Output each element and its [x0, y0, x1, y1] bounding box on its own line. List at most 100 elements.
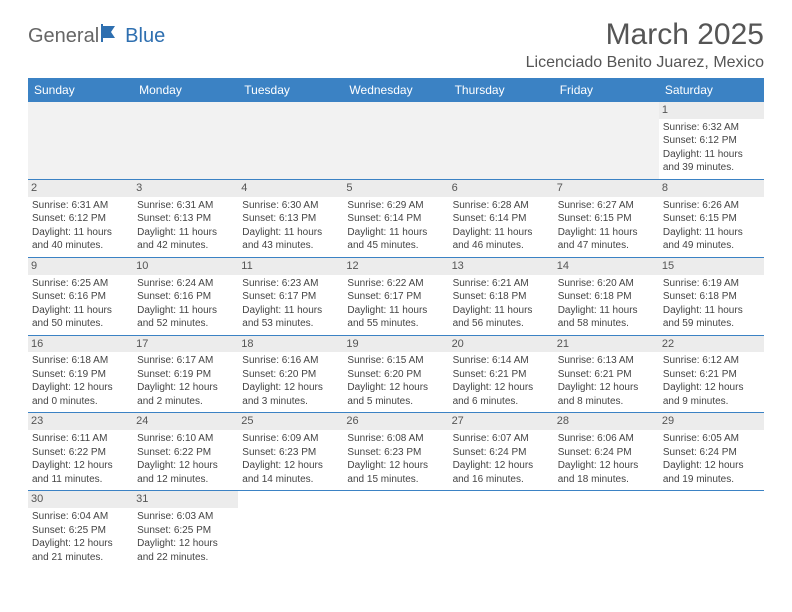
calendar-day-cell: 11Sunrise: 6:23 AMSunset: 6:17 PMDayligh… [238, 257, 343, 335]
daylight-line: Daylight: 11 hours and 52 minutes. [137, 304, 234, 331]
sunrise-line: Sunrise: 6:13 AM [558, 354, 655, 368]
calendar-day-cell: 4Sunrise: 6:30 AMSunset: 6:13 PMDaylight… [238, 179, 343, 257]
daylight-line: Daylight: 12 hours and 19 minutes. [663, 459, 760, 486]
sunrise-line: Sunrise: 6:27 AM [558, 199, 655, 213]
calendar-table: SundayMondayTuesdayWednesdayThursdayFrid… [28, 78, 764, 568]
flag-icon [101, 24, 123, 48]
day-number: 3 [133, 180, 238, 197]
calendar-day-cell: 18Sunrise: 6:16 AMSunset: 6:20 PMDayligh… [238, 335, 343, 413]
daylight-line: Daylight: 12 hours and 12 minutes. [137, 459, 234, 486]
daylight-line: Daylight: 12 hours and 16 minutes. [453, 459, 550, 486]
calendar-day-cell: 3Sunrise: 6:31 AMSunset: 6:13 PMDaylight… [133, 179, 238, 257]
sunrise-line: Sunrise: 6:10 AM [137, 432, 234, 446]
sunset-line: Sunset: 6:24 PM [663, 446, 760, 460]
calendar-day-cell: 10Sunrise: 6:24 AMSunset: 6:16 PMDayligh… [133, 257, 238, 335]
daylight-line: Daylight: 12 hours and 15 minutes. [347, 459, 444, 486]
sunset-line: Sunset: 6:21 PM [453, 368, 550, 382]
weekday-header: Saturday [659, 78, 764, 102]
calendar-day-cell: 5Sunrise: 6:29 AMSunset: 6:14 PMDaylight… [343, 179, 448, 257]
calendar-day-cell: 6Sunrise: 6:28 AMSunset: 6:14 PMDaylight… [449, 179, 554, 257]
day-number: 4 [238, 180, 343, 197]
day-number: 31 [133, 491, 238, 508]
daylight-line: Daylight: 11 hours and 46 minutes. [453, 226, 550, 253]
sunset-line: Sunset: 6:18 PM [558, 290, 655, 304]
sunrise-line: Sunrise: 6:32 AM [663, 121, 760, 135]
calendar-day-cell: 9Sunrise: 6:25 AMSunset: 6:16 PMDaylight… [28, 257, 133, 335]
day-number: 15 [659, 258, 764, 275]
day-number: 19 [343, 336, 448, 353]
calendar-day-cell: 14Sunrise: 6:20 AMSunset: 6:18 PMDayligh… [554, 257, 659, 335]
weekday-header: Sunday [28, 78, 133, 102]
sunrise-line: Sunrise: 6:25 AM [32, 277, 129, 291]
calendar-empty-cell [449, 491, 554, 568]
daylight-line: Daylight: 11 hours and 42 minutes. [137, 226, 234, 253]
daylight-line: Daylight: 11 hours and 55 minutes. [347, 304, 444, 331]
calendar-day-cell: 17Sunrise: 6:17 AMSunset: 6:19 PMDayligh… [133, 335, 238, 413]
day-number: 10 [133, 258, 238, 275]
day-number: 1 [659, 102, 764, 119]
sunset-line: Sunset: 6:21 PM [663, 368, 760, 382]
sunrise-line: Sunrise: 6:11 AM [32, 432, 129, 446]
sunset-line: Sunset: 6:14 PM [347, 212, 444, 226]
sunrise-line: Sunrise: 6:17 AM [137, 354, 234, 368]
calendar-empty-cell [343, 491, 448, 568]
sunrise-line: Sunrise: 6:04 AM [32, 510, 129, 524]
calendar-week-row: 1Sunrise: 6:32 AMSunset: 6:12 PMDaylight… [28, 102, 764, 179]
day-number: 24 [133, 413, 238, 430]
sunset-line: Sunset: 6:12 PM [32, 212, 129, 226]
day-number: 2 [28, 180, 133, 197]
sunrise-line: Sunrise: 6:03 AM [137, 510, 234, 524]
daylight-line: Daylight: 12 hours and 8 minutes. [558, 381, 655, 408]
sunrise-line: Sunrise: 6:26 AM [663, 199, 760, 213]
calendar-empty-cell [659, 491, 764, 568]
calendar-day-cell: 1Sunrise: 6:32 AMSunset: 6:12 PMDaylight… [659, 102, 764, 179]
sunset-line: Sunset: 6:16 PM [32, 290, 129, 304]
calendar-week-row: 9Sunrise: 6:25 AMSunset: 6:16 PMDaylight… [28, 257, 764, 335]
sunset-line: Sunset: 6:19 PM [32, 368, 129, 382]
daylight-line: Daylight: 11 hours and 53 minutes. [242, 304, 339, 331]
day-number: 7 [554, 180, 659, 197]
sunrise-line: Sunrise: 6:08 AM [347, 432, 444, 446]
logo: General Blue [28, 24, 165, 48]
day-number: 5 [343, 180, 448, 197]
sunrise-line: Sunrise: 6:14 AM [453, 354, 550, 368]
calendar-day-cell: 21Sunrise: 6:13 AMSunset: 6:21 PMDayligh… [554, 335, 659, 413]
calendar-week-row: 2Sunrise: 6:31 AMSunset: 6:12 PMDaylight… [28, 179, 764, 257]
sunrise-line: Sunrise: 6:21 AM [453, 277, 550, 291]
sunset-line: Sunset: 6:18 PM [453, 290, 550, 304]
daylight-line: Daylight: 12 hours and 11 minutes. [32, 459, 129, 486]
sunrise-line: Sunrise: 6:24 AM [137, 277, 234, 291]
sunrise-line: Sunrise: 6:29 AM [347, 199, 444, 213]
sunrise-line: Sunrise: 6:28 AM [453, 199, 550, 213]
sunrise-line: Sunrise: 6:05 AM [663, 432, 760, 446]
sunset-line: Sunset: 6:15 PM [663, 212, 760, 226]
sunrise-line: Sunrise: 6:09 AM [242, 432, 339, 446]
weekday-header: Friday [554, 78, 659, 102]
calendar-day-cell: 7Sunrise: 6:27 AMSunset: 6:15 PMDaylight… [554, 179, 659, 257]
header: General Blue March 2025 Licenciado Benit… [28, 18, 764, 72]
daylight-line: Daylight: 12 hours and 21 minutes. [32, 537, 129, 564]
calendar-empty-cell [343, 102, 448, 179]
sunset-line: Sunset: 6:17 PM [242, 290, 339, 304]
daylight-line: Daylight: 11 hours and 59 minutes. [663, 304, 760, 331]
daylight-line: Daylight: 12 hours and 9 minutes. [663, 381, 760, 408]
sunset-line: Sunset: 6:22 PM [32, 446, 129, 460]
calendar-empty-cell [554, 491, 659, 568]
day-number: 18 [238, 336, 343, 353]
daylight-line: Daylight: 11 hours and 58 minutes. [558, 304, 655, 331]
daylight-line: Daylight: 11 hours and 47 minutes. [558, 226, 655, 253]
day-number: 14 [554, 258, 659, 275]
calendar-day-cell: 30Sunrise: 6:04 AMSunset: 6:25 PMDayligh… [28, 491, 133, 568]
sunset-line: Sunset: 6:20 PM [242, 368, 339, 382]
calendar-day-cell: 29Sunrise: 6:05 AMSunset: 6:24 PMDayligh… [659, 413, 764, 491]
calendar-day-cell: 2Sunrise: 6:31 AMSunset: 6:12 PMDaylight… [28, 179, 133, 257]
sunset-line: Sunset: 6:21 PM [558, 368, 655, 382]
sunrise-line: Sunrise: 6:22 AM [347, 277, 444, 291]
page-title: March 2025 [526, 18, 764, 52]
calendar-day-cell: 31Sunrise: 6:03 AMSunset: 6:25 PMDayligh… [133, 491, 238, 568]
sunrise-line: Sunrise: 6:31 AM [137, 199, 234, 213]
day-number: 23 [28, 413, 133, 430]
sunrise-line: Sunrise: 6:19 AM [663, 277, 760, 291]
sunset-line: Sunset: 6:23 PM [347, 446, 444, 460]
sunrise-line: Sunrise: 6:31 AM [32, 199, 129, 213]
